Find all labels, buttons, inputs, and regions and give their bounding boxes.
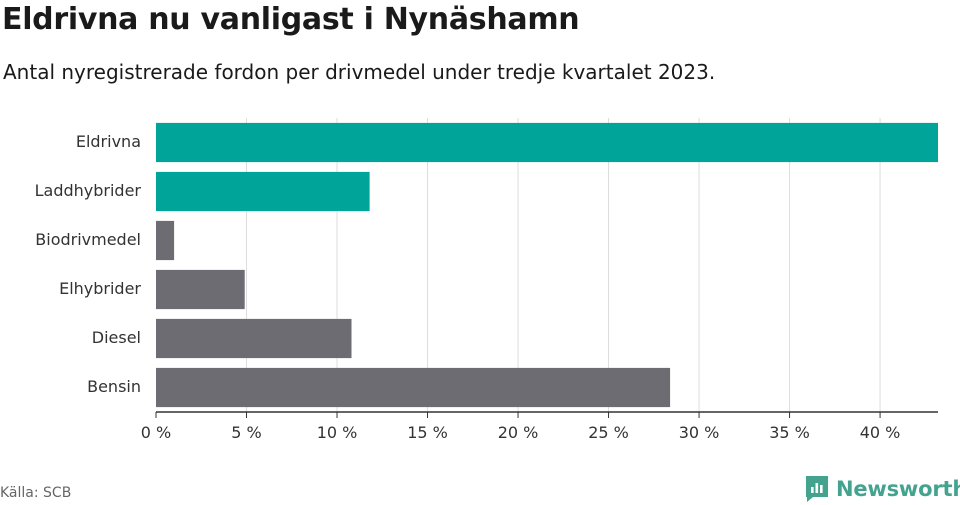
category-label-1: Laddhybrider <box>35 181 142 200</box>
source-note: Källa: SCB <box>0 485 72 501</box>
bar-4 <box>156 318 352 359</box>
x-tick-label-1: 5 % <box>231 423 261 442</box>
bar-0 <box>156 122 938 163</box>
brand-name: Newsworthy <box>836 477 960 501</box>
x-tick-label-0: 0 % <box>141 423 171 442</box>
x-tick-label-4: 20 % <box>498 423 539 442</box>
newsworthy-logo-icon <box>806 476 828 502</box>
category-label-4: Diesel <box>92 328 141 347</box>
bar-1 <box>156 171 370 212</box>
x-tick-label-3: 15 % <box>407 423 448 442</box>
chart-title: Eldrivna nu vanligast i Nynäshamn <box>2 2 580 37</box>
chart-subtitle: Antal nyregistrerade fordon per drivmede… <box>3 60 716 84</box>
category-label-5: Bensin <box>87 377 141 396</box>
x-tick-label-6: 30 % <box>679 423 720 442</box>
x-tick-label-2: 10 % <box>317 423 358 442</box>
brand-logo: Newsworthy <box>804 473 960 505</box>
category-label-0: Eldrivna <box>76 132 141 151</box>
bar-2 <box>156 220 175 261</box>
category-label-3: Elhybrider <box>59 279 141 298</box>
x-tick-label-5: 25 % <box>588 423 629 442</box>
bar-3 <box>156 269 245 310</box>
x-tick-label-7: 35 % <box>769 423 810 442</box>
category-label-2: Biodrivmedel <box>35 230 141 249</box>
bar-5 <box>156 367 671 408</box>
x-tick-label-8: 40 % <box>860 423 901 442</box>
bar-chart: Eldrivna Laddhybrider Biodrivmedel Elhybrid… <box>35 118 938 442</box>
